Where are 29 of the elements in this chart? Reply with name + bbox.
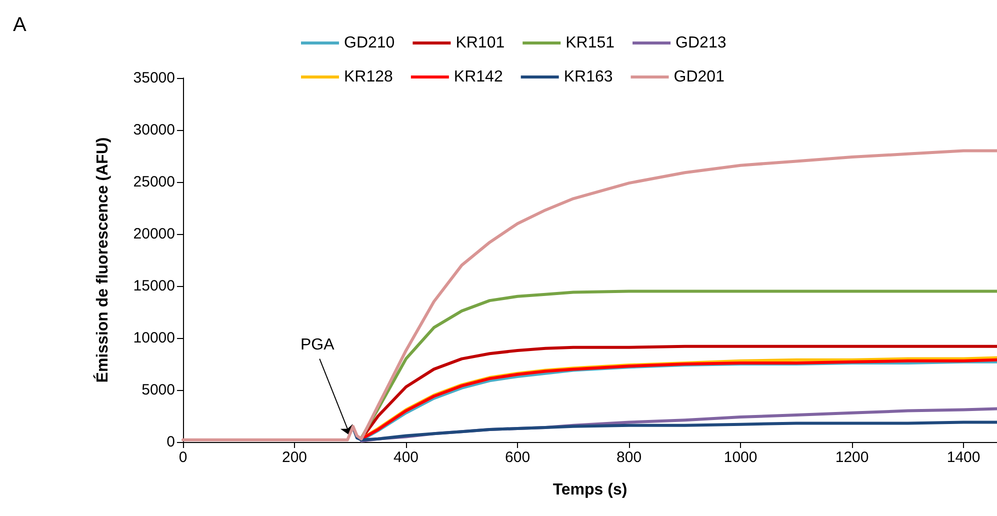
x-tick-label: 1200	[835, 449, 869, 466]
x-tick-label: 800	[616, 449, 642, 466]
y-tick-label: 30000	[133, 122, 175, 138]
y-tick-label: 10000	[133, 330, 175, 346]
legend-label: KR142	[454, 68, 503, 86]
x-tick-label: 1400	[946, 449, 980, 466]
y-axis-title: Émission de fluorescence (AFU)	[92, 137, 112, 383]
text: A	[13, 14, 27, 36]
x-tick-label: 1000	[724, 449, 758, 466]
y-tick-label: 35000	[133, 70, 175, 86]
legend-label: GD213	[676, 34, 726, 52]
legend-label: KR163	[564, 68, 613, 86]
y-tick-label: 15000	[133, 278, 175, 294]
y-tick-label: 0	[166, 434, 175, 450]
x-tick-label: 600	[505, 449, 530, 466]
legend-label: KR151	[566, 34, 615, 52]
legend-label: GD201	[674, 68, 725, 86]
legend-label: KR101	[456, 34, 505, 52]
legend-label: KR128	[344, 68, 394, 86]
legend-label: GD210	[344, 34, 395, 52]
x-tick-label: 200	[282, 449, 308, 466]
x-tick-label: 400	[394, 449, 419, 466]
x-axis-title: Temps (s)	[552, 482, 628, 498]
x-tick-label: 0	[178, 449, 188, 466]
annotation: PGA	[300, 336, 335, 354]
line-series	[360, 290, 997, 440]
y-tick-label: 20000	[133, 226, 175, 242]
y-tick-label: 25000	[133, 174, 175, 190]
y-tick-label: 5000	[142, 382, 175, 398]
